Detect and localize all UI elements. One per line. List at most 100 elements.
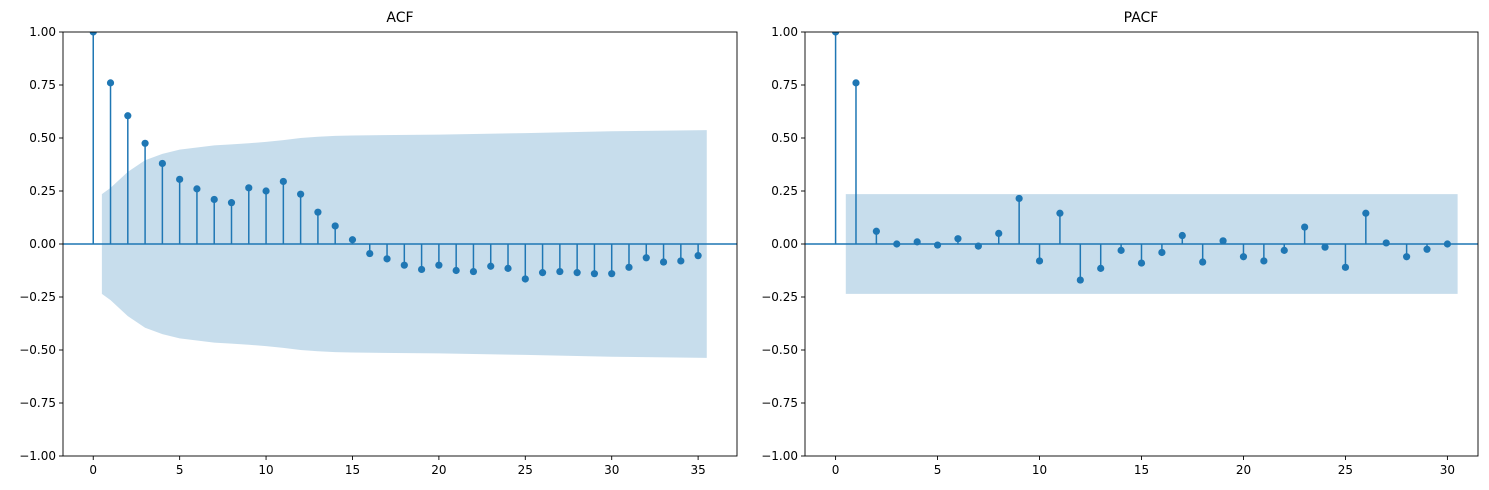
acf-point bbox=[348, 236, 357, 244]
acf-point bbox=[279, 177, 287, 186]
pacf-ytick-label: 0.25 bbox=[771, 184, 798, 198]
pacf-ytick-label: −0.25 bbox=[761, 290, 798, 304]
acf-point bbox=[538, 269, 547, 277]
acf-ytick-label: −0.50 bbox=[19, 343, 56, 357]
pacf-point bbox=[1280, 246, 1288, 254]
acf-point bbox=[608, 270, 616, 278]
pacf-xtick-label: 10 bbox=[1032, 463, 1047, 477]
pacf-point bbox=[1341, 263, 1350, 271]
pacf-point bbox=[831, 32, 840, 36]
pacf-point bbox=[1443, 240, 1452, 248]
acf-point bbox=[590, 270, 599, 278]
acf-point bbox=[245, 184, 253, 192]
acf-point bbox=[487, 262, 495, 270]
pacf-point bbox=[1199, 258, 1207, 266]
acf-xtick-label: 10 bbox=[258, 463, 273, 477]
acf-point bbox=[124, 112, 132, 120]
pacf-ytick-label: 0.50 bbox=[771, 131, 798, 145]
pacf-ytick-label: 0.00 bbox=[771, 237, 798, 251]
pacf-point bbox=[1097, 264, 1105, 272]
acf-point bbox=[193, 185, 201, 193]
acf-point bbox=[366, 249, 374, 258]
pacf-point bbox=[1382, 239, 1390, 247]
acf-xtick-label: 5 bbox=[176, 463, 184, 477]
pacf-point bbox=[1056, 209, 1064, 217]
acf-point bbox=[435, 261, 443, 269]
pacf-xtick-label: 20 bbox=[1236, 463, 1251, 477]
acf-xtick-label: 0 bbox=[89, 463, 97, 477]
acf-ytick-label: 1.00 bbox=[29, 25, 56, 39]
pacf-point bbox=[852, 79, 860, 87]
acf-ytick-label: 0.00 bbox=[29, 237, 56, 251]
pacf-point bbox=[1035, 257, 1044, 265]
acf-point bbox=[469, 267, 478, 276]
acf-point bbox=[383, 255, 391, 263]
acf-ytick-label: 0.75 bbox=[29, 78, 56, 92]
pacf-point bbox=[1076, 276, 1084, 284]
acf-point bbox=[642, 254, 650, 262]
pacf-point bbox=[1321, 243, 1329, 251]
pacf-point bbox=[1158, 248, 1166, 257]
acf-point bbox=[556, 267, 564, 276]
pacf-xtick-label: 5 bbox=[934, 463, 942, 477]
acf-xtick-label: 20 bbox=[431, 463, 446, 477]
acf-point bbox=[314, 208, 322, 216]
acf-point bbox=[452, 266, 460, 275]
pacf-point bbox=[974, 242, 982, 250]
pacf-point bbox=[893, 240, 901, 248]
acf-point bbox=[400, 261, 408, 269]
acf-ytick-label: 0.25 bbox=[29, 184, 56, 198]
acf-xtick-label: 15 bbox=[345, 463, 360, 477]
acf-ytick-label: −1.00 bbox=[19, 449, 56, 463]
acf-title: ACF bbox=[386, 10, 413, 26]
pacf-point bbox=[1301, 223, 1309, 231]
pacf-xtick-label: 15 bbox=[1134, 463, 1149, 477]
acf-xtick-label: 35 bbox=[690, 463, 705, 477]
acf-point bbox=[677, 257, 685, 265]
acf-point bbox=[158, 159, 166, 168]
acf-point bbox=[573, 269, 581, 277]
pacf-point bbox=[1260, 257, 1268, 265]
pacf-plot-area: −1.00 −0.75 −0.50 −0.25 0.00 0.25 0.50 0.75 1.00… bbox=[761, 25, 1479, 477]
acf-point bbox=[659, 258, 668, 266]
pacf-xtick-label: 0 bbox=[832, 463, 840, 477]
pacf-ytick-label: −0.50 bbox=[761, 343, 798, 357]
pacf-ytick-label: −0.75 bbox=[761, 396, 798, 410]
acf-point bbox=[694, 252, 702, 260]
acf-point bbox=[262, 187, 270, 195]
acf-point bbox=[418, 265, 426, 274]
pacf-point bbox=[1015, 194, 1023, 203]
pacf-point bbox=[1403, 253, 1411, 261]
acf-point bbox=[625, 263, 633, 271]
acf-point bbox=[141, 139, 149, 147]
pacf-ytick-label: 1.00 bbox=[771, 25, 798, 39]
pacf-point bbox=[1239, 253, 1248, 261]
pacf-point bbox=[913, 238, 921, 246]
pacf-point bbox=[1137, 259, 1146, 267]
acf-point bbox=[331, 222, 339, 230]
pacf-point bbox=[872, 227, 880, 235]
pacf-point bbox=[1178, 231, 1186, 240]
acf-point bbox=[297, 190, 305, 198]
pacf-panel: PACF −1.00 −0.75 −0.50 −0.25 0.00 0.25 0.50 0.7… bbox=[761, 10, 1479, 477]
pacf-point bbox=[1423, 245, 1431, 253]
pacf-point bbox=[1117, 246, 1125, 254]
acf-clipped-marks bbox=[63, 32, 737, 358]
acf-point bbox=[504, 264, 512, 272]
pacf-xtick-label: 25 bbox=[1338, 463, 1353, 477]
acf-point bbox=[176, 175, 184, 183]
pacf-xtick-label: 30 bbox=[1440, 463, 1455, 477]
acf-point bbox=[521, 275, 529, 283]
acf-point bbox=[210, 195, 218, 204]
pacf-point bbox=[933, 241, 942, 249]
acf-xtick-label: 30 bbox=[604, 463, 619, 477]
pacf-ytick-label: −1.00 bbox=[761, 449, 798, 463]
pacf-clipped-marks bbox=[805, 32, 1478, 294]
acf-ytick-label: 0.50 bbox=[29, 131, 56, 145]
acf-panel: ACF −1.00 −0.75 −0.50 −0.25 0.00 0.25 0.50 0.75… bbox=[19, 10, 738, 477]
pacf-title: PACF bbox=[1124, 10, 1159, 26]
pacf-point bbox=[1362, 209, 1370, 217]
acf-point bbox=[89, 32, 97, 36]
acf-point bbox=[227, 199, 236, 207]
